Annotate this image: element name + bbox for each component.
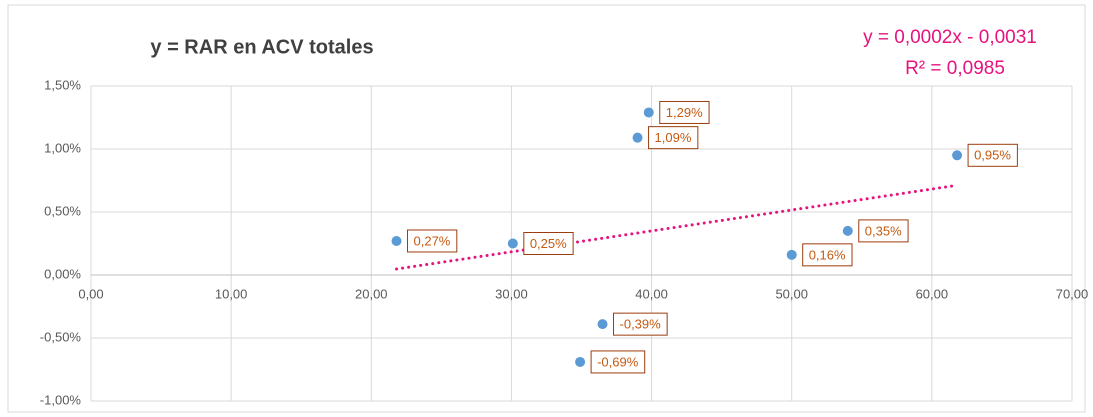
x-tick-label: 70,00 bbox=[1056, 286, 1089, 301]
chart-border bbox=[7, 4, 1086, 413]
x-tick-label: 50,00 bbox=[775, 286, 808, 301]
point bbox=[952, 150, 963, 161]
point bbox=[632, 132, 643, 143]
x-tick-label: 60,00 bbox=[916, 286, 949, 301]
point bbox=[507, 238, 518, 249]
data-label-box bbox=[648, 126, 699, 150]
x-tick-label: 40,00 bbox=[635, 286, 668, 301]
chart-title: y = RAR en ACV totales bbox=[150, 36, 373, 58]
point bbox=[575, 356, 586, 367]
trend-equation: y = 0,0002x - 0,0031 bbox=[863, 27, 1037, 48]
data-label-box bbox=[659, 100, 710, 124]
data-label: 0,27% bbox=[414, 233, 451, 248]
data-label-box bbox=[967, 143, 1018, 167]
data-label-box bbox=[613, 312, 668, 336]
point bbox=[842, 225, 853, 236]
data-label-box bbox=[802, 243, 853, 267]
point bbox=[597, 319, 608, 330]
x-tick-label: 10,00 bbox=[215, 286, 248, 301]
y-tick-label: 1,50% bbox=[44, 77, 81, 92]
x-tick-label: 20,00 bbox=[355, 286, 388, 301]
data-label-box bbox=[858, 219, 909, 243]
data-label: 0,35% bbox=[865, 223, 902, 238]
y-tick-label: -0,50% bbox=[40, 329, 82, 344]
data-label: 1,09% bbox=[655, 130, 692, 145]
y-tick-label: 0,50% bbox=[44, 203, 81, 218]
data-label: 0,16% bbox=[809, 247, 846, 262]
data-label: 0,25% bbox=[530, 236, 567, 251]
data-label: 1,29% bbox=[666, 105, 703, 120]
x-tick-label: 0,00 bbox=[78, 286, 103, 301]
trend-r2: R² = 0,0985 bbox=[905, 58, 1005, 79]
point bbox=[786, 249, 797, 260]
y-tick-label: -1,00% bbox=[40, 392, 82, 407]
data-label: 0,95% bbox=[974, 148, 1011, 163]
data-label-box bbox=[523, 232, 574, 255]
x-tick-label: 30,00 bbox=[495, 286, 528, 301]
data-label: -0,39% bbox=[620, 317, 662, 332]
data-label-box bbox=[407, 229, 458, 253]
y-tick-label: 0,00% bbox=[44, 266, 81, 281]
y-tick-label: 1,00% bbox=[44, 140, 81, 155]
point bbox=[643, 107, 654, 118]
data-label-box bbox=[590, 350, 646, 374]
data-label: -0,69% bbox=[597, 354, 639, 369]
point bbox=[391, 235, 402, 246]
